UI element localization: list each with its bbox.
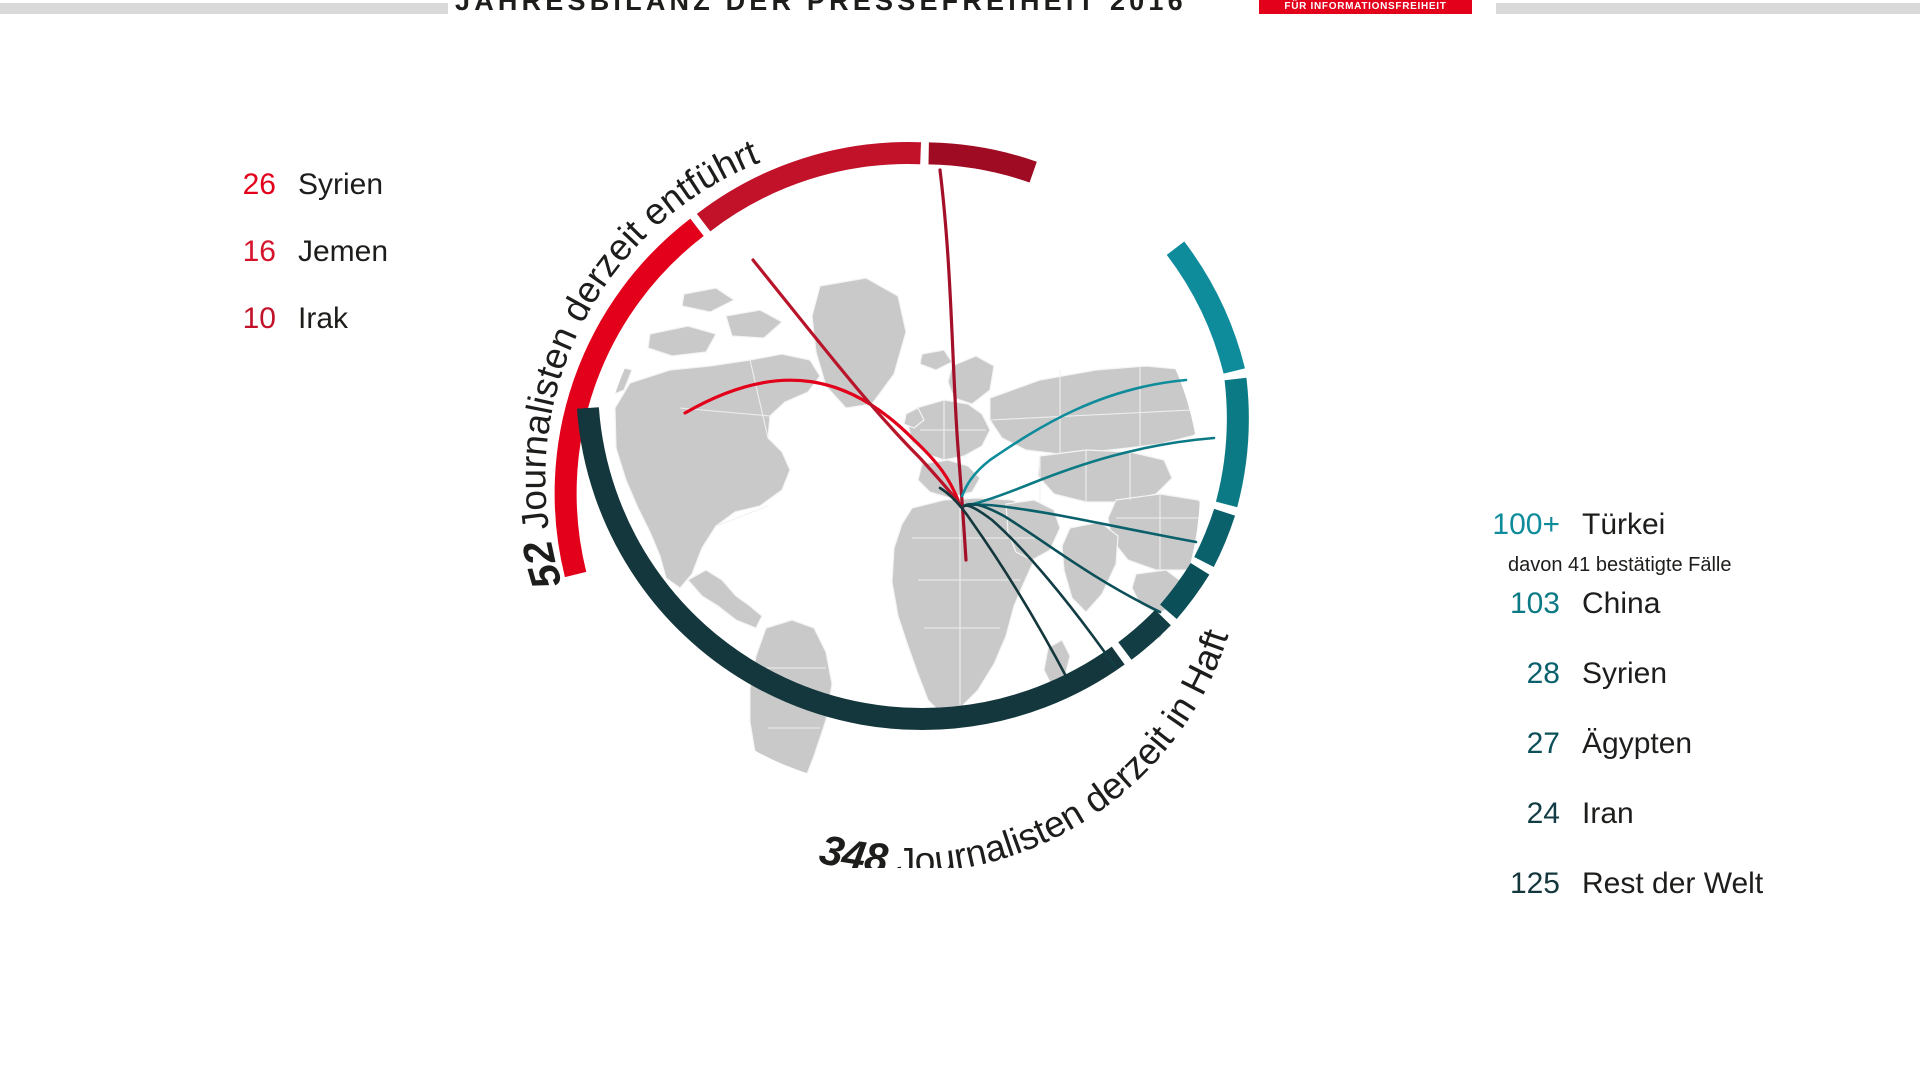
legend-note-tuerkei: davon 41 bestätigte Fälle xyxy=(1508,554,1732,576)
legend-country: Iran xyxy=(1582,797,1634,830)
legend-country: Irak xyxy=(298,302,349,335)
flow-lines-teal xyxy=(938,378,1216,682)
legend-value: 24 xyxy=(1526,797,1560,830)
logo-subtitle: FÜR INFORMATIONSFREIHEIT xyxy=(1284,1,1447,12)
legend-country: Rest der Welt xyxy=(1582,867,1764,900)
legend-item-china-jailed: 103 China xyxy=(1482,587,1882,621)
legend-item-rest-jailed: 125 Rest der Welt xyxy=(1482,867,1882,901)
legend-country: China xyxy=(1582,587,1661,620)
arc-segment-china-jailed xyxy=(1215,377,1249,508)
arc-segment-jemen-kidnapped xyxy=(696,142,922,232)
arc-segment-tuerkei-jailed xyxy=(1166,241,1245,374)
legend-kidnapped: 26 Syrien 16 Jemen 10 Irak xyxy=(232,168,532,369)
arc-segment-syrien-jailed xyxy=(1194,508,1236,568)
flow-lines-red xyxy=(683,168,968,562)
legend-country: Türkei xyxy=(1582,508,1666,541)
legend-country: Jemen xyxy=(298,235,389,268)
legend-value: 16 xyxy=(242,235,276,268)
legend-value: 125 xyxy=(1509,867,1560,900)
flow-line-kidnapped-3 xyxy=(938,168,968,562)
legend-value: 28 xyxy=(1526,657,1560,690)
flow-line-jailed-rest xyxy=(938,486,1070,682)
arc-kidnapped xyxy=(554,142,1037,578)
page-title: JAHRESBILANZ DER PRESSEFREIHEIT 2016 xyxy=(455,0,1187,16)
legend-item-irak-kidnapped: 10 Irak xyxy=(232,302,532,336)
label-jailed: 348 Journalisten derzeit in Haft xyxy=(815,624,1236,868)
flow-line-jailed-iran xyxy=(962,504,1118,670)
arc-segment-iran-jailed xyxy=(1118,609,1171,660)
legend-value: 10 xyxy=(242,302,276,335)
arc-segment-rest-jailed xyxy=(576,407,1125,731)
legend-item-aegypten-jailed: 27 Ägypten xyxy=(1482,727,1882,761)
arc-segment-syrien-kidnapped xyxy=(554,218,704,578)
arc-segment-irak-kidnapped xyxy=(928,142,1037,183)
flow-line-kidnapped-2 xyxy=(751,258,962,506)
world-map xyxy=(600,277,1200,788)
legend-item-iran-jailed: 24 Iran xyxy=(1482,797,1882,831)
legend-item-jemen-kidnapped: 16 Jemen xyxy=(232,235,532,269)
legend-value: 27 xyxy=(1526,727,1560,760)
legend-item-tuerkei-jailed: 100+ Türkei xyxy=(1482,508,1882,542)
circle-diagram: 52 Journalisten derzeit entführt 348 Jou… xyxy=(520,108,1280,868)
label-jailed-total: 348 xyxy=(815,825,890,868)
arc-segment-aegypten-jailed xyxy=(1159,562,1210,619)
legend-value: 26 xyxy=(242,168,276,201)
legend-item-syrien-kidnapped: 26 Syrien xyxy=(232,168,532,202)
flow-line-kidnapped-1 xyxy=(683,378,960,502)
legend-country: Syrien xyxy=(1582,657,1668,690)
header-rule-left xyxy=(0,3,448,14)
legend-item-syrien-jailed: 28 Syrien xyxy=(1482,657,1882,691)
legend-value: 100+ xyxy=(1492,508,1560,541)
flow-line-jailed-china xyxy=(962,436,1216,508)
header-rule-right xyxy=(1496,3,1920,14)
flow-line-jailed-tuerkei xyxy=(960,378,1188,498)
arc-jailed xyxy=(576,241,1249,731)
legend-country: Syrien xyxy=(298,168,384,201)
legend-jailed: 100+ Türkei davon 41 bestätigte Fälle 10… xyxy=(1482,508,1882,937)
flow-line-jailed-aegypten xyxy=(962,502,1162,614)
legend-value: 103 xyxy=(1509,587,1560,620)
rsf-logo: FÜR INFORMATIONSFREIHEIT xyxy=(1259,0,1472,14)
legend-country: Ägypten xyxy=(1582,727,1693,760)
header-bar: JAHRESBILANZ DER PRESSEFREIHEIT 2016 xyxy=(0,0,1920,22)
